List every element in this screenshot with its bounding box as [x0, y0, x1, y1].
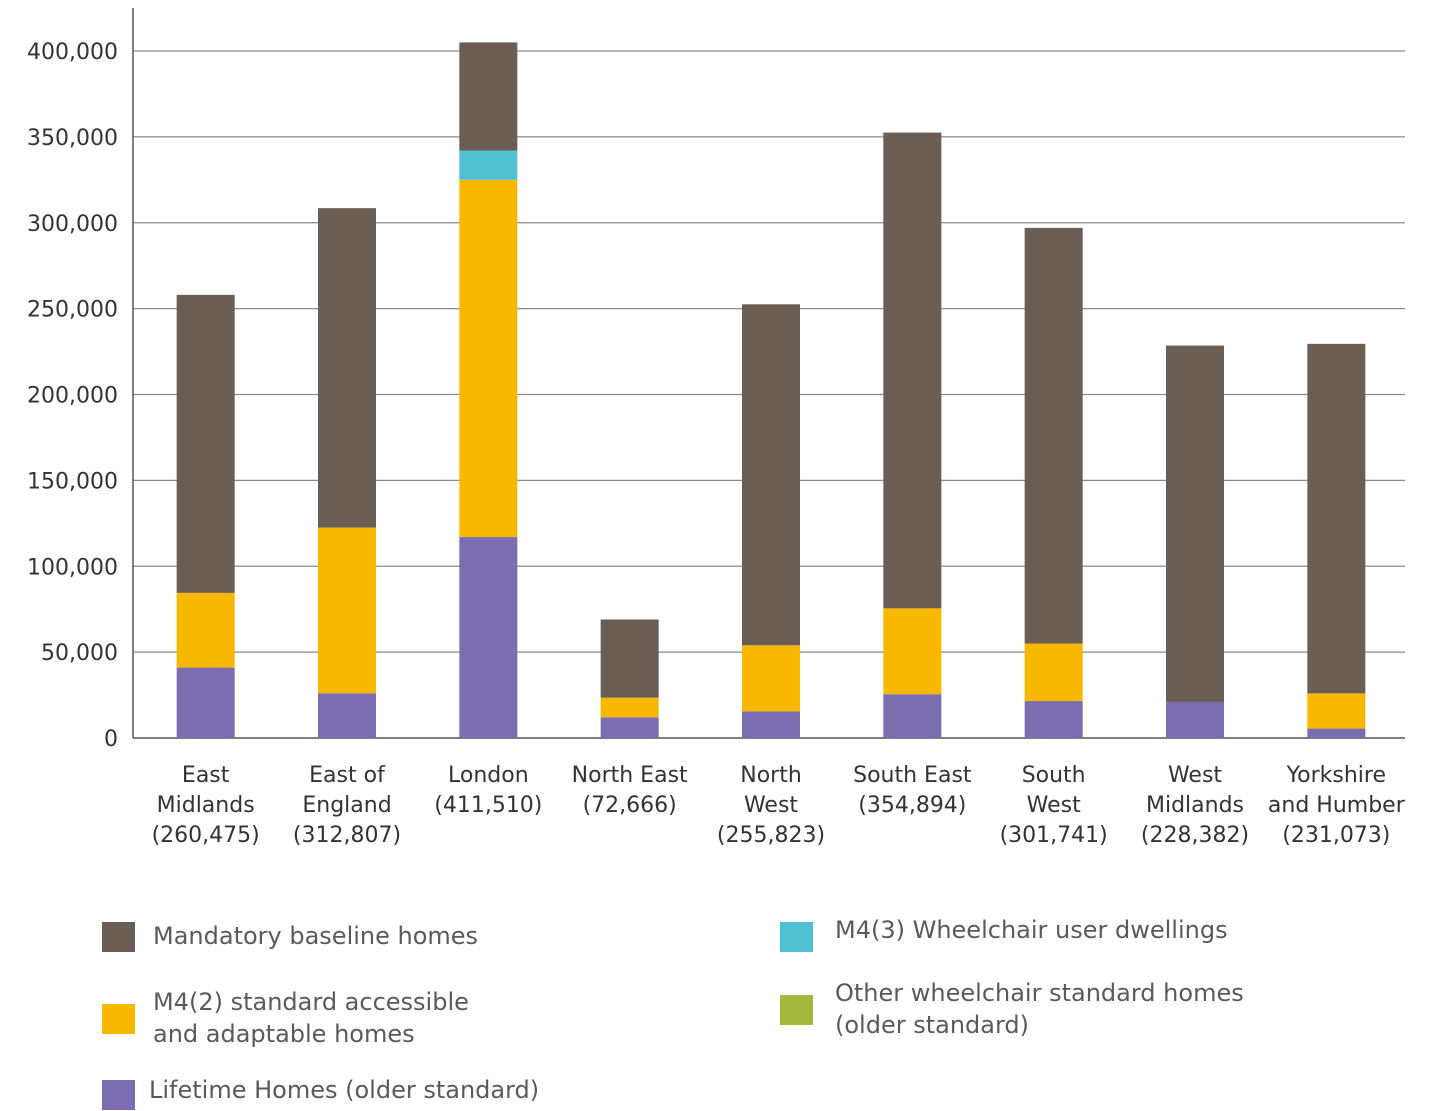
bar-segment	[459, 537, 518, 738]
bar-segment	[742, 711, 800, 738]
y-tick-label: 300,000	[27, 212, 118, 237]
legend-swatch	[102, 922, 135, 952]
bar-segment	[600, 619, 659, 698]
bar-segment	[1024, 227, 1083, 644]
bar-segment	[1307, 693, 1366, 729]
legend-swatch	[102, 1004, 135, 1034]
legend-item-mandatory-baseline: Mandatory baseline homes	[102, 922, 478, 952]
bar-segment	[883, 608, 942, 695]
y-tick-label: 400,000	[27, 40, 118, 65]
bar-segment	[459, 150, 518, 180]
legend-label: Lifetime Homes (older standard)	[149, 1076, 540, 1104]
legend-label: M4(3) Wheelchair user dwellings	[835, 916, 1228, 944]
y-tick-label: 100,000	[27, 555, 118, 580]
bar-segment	[600, 717, 659, 738]
bar-segment	[883, 132, 942, 609]
bar-segment	[176, 667, 235, 738]
legend-item-m43: M4(3) Wheelchair user dwellings	[780, 916, 1228, 952]
bar-segment	[318, 693, 376, 738]
bar-segment	[1307, 728, 1366, 738]
bar-segment	[1024, 643, 1083, 702]
bar-segment	[1024, 701, 1083, 738]
x-tick-label: Yorkshire and Humber (231,073)	[1268, 763, 1406, 848]
bar-segment	[176, 294, 235, 593]
bar-segment	[742, 645, 800, 712]
bar-segment	[600, 697, 659, 718]
legend-item-m42: M4(2) standard accessible and adaptable …	[102, 988, 469, 1050]
y-tick-label: 50,000	[41, 641, 118, 666]
x-tick-label: North East (72,666)	[572, 763, 688, 818]
x-tick-label: South West (301,741)	[1000, 763, 1108, 848]
bar-segment	[459, 179, 518, 538]
legend-item-lifetime-homes: Lifetime Homes (older standard)	[102, 1076, 539, 1110]
y-tick-labels: 0 50,000 100,000 150,000 200,000 250,000 300,0…	[27, 40, 118, 752]
x-tick-label: East of England (312,807)	[293, 763, 401, 848]
y-tick-label: 0	[104, 727, 118, 752]
y-tick-label: 250,000	[27, 298, 118, 323]
legend-label: Mandatory baseline homes	[153, 922, 479, 950]
bar-segment	[883, 694, 942, 738]
y-tick-label: 150,000	[27, 469, 118, 494]
bar-segment	[176, 592, 235, 668]
bar-segment	[318, 527, 376, 694]
x-tick-label: East Midlands (260,475)	[152, 763, 260, 848]
x-tick-label: South East (354,894)	[853, 763, 972, 818]
legend-label: Other wheelchair standard homes (older s…	[835, 979, 1244, 1039]
legend-item-other-wheelchair: Other wheelchair standard homes (older s…	[780, 979, 1244, 1041]
legend-label: M4(2) standard accessible and adaptable …	[153, 988, 469, 1048]
x-tick-label: London (411,510)	[434, 763, 542, 818]
bar-segment	[1166, 701, 1224, 738]
bar-segment	[1166, 345, 1224, 702]
bar-segment	[742, 304, 800, 646]
stacked-bar-chart: 0 50,000 100,000 150,000 200,000 250,000 300,0…	[27, 8, 1406, 848]
x-tick-label: North West (255,823)	[717, 763, 825, 848]
y-tick-label: 200,000	[27, 384, 118, 409]
legend-swatch	[780, 922, 813, 952]
x-tick-labels: East Midlands (260,475) East of England (312,…	[152, 763, 1406, 848]
bar-series	[176, 42, 1366, 738]
bar-segment	[318, 208, 376, 528]
y-tick-label: 350,000	[27, 126, 118, 151]
bar-segment	[1307, 343, 1366, 694]
x-tick-label: West Midlands (228,382)	[1141, 763, 1249, 848]
bar-segment	[459, 42, 518, 151]
legend-swatch	[102, 1080, 135, 1110]
legend-swatch	[780, 995, 813, 1025]
